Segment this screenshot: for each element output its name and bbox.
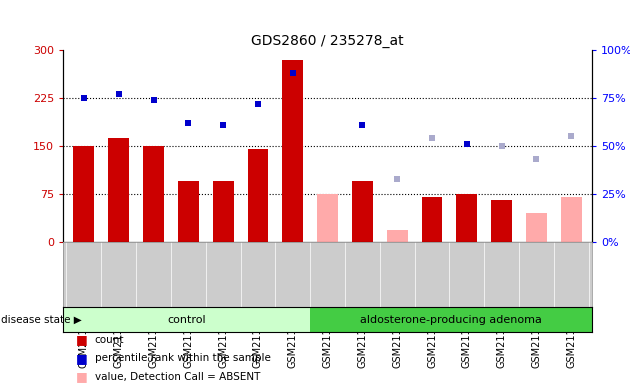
Bar xyxy=(387,230,408,242)
Bar xyxy=(108,138,129,242)
Bar xyxy=(143,146,164,242)
Text: ■: ■ xyxy=(76,333,88,346)
Bar xyxy=(317,194,338,242)
Bar xyxy=(491,200,512,242)
Bar xyxy=(526,213,547,242)
Bar xyxy=(561,197,581,242)
Text: ■: ■ xyxy=(76,352,88,365)
Text: percentile rank within the sample: percentile rank within the sample xyxy=(94,353,270,363)
Text: count: count xyxy=(94,335,124,345)
Title: GDS2860 / 235278_at: GDS2860 / 235278_at xyxy=(251,33,404,48)
Bar xyxy=(282,60,303,242)
Bar xyxy=(74,146,94,242)
Text: value, Detection Call = ABSENT: value, Detection Call = ABSENT xyxy=(94,372,260,382)
Bar xyxy=(178,181,199,242)
Bar xyxy=(310,307,592,332)
Bar xyxy=(213,181,234,242)
Bar xyxy=(421,197,442,242)
Bar xyxy=(352,181,373,242)
Text: control: control xyxy=(167,314,206,325)
Text: ■: ■ xyxy=(76,370,88,383)
Bar xyxy=(63,307,310,332)
Text: aldosterone-producing adenoma: aldosterone-producing adenoma xyxy=(360,314,542,325)
Bar xyxy=(456,194,478,242)
Bar xyxy=(248,149,268,242)
Text: disease state ▶: disease state ▶ xyxy=(1,314,81,325)
